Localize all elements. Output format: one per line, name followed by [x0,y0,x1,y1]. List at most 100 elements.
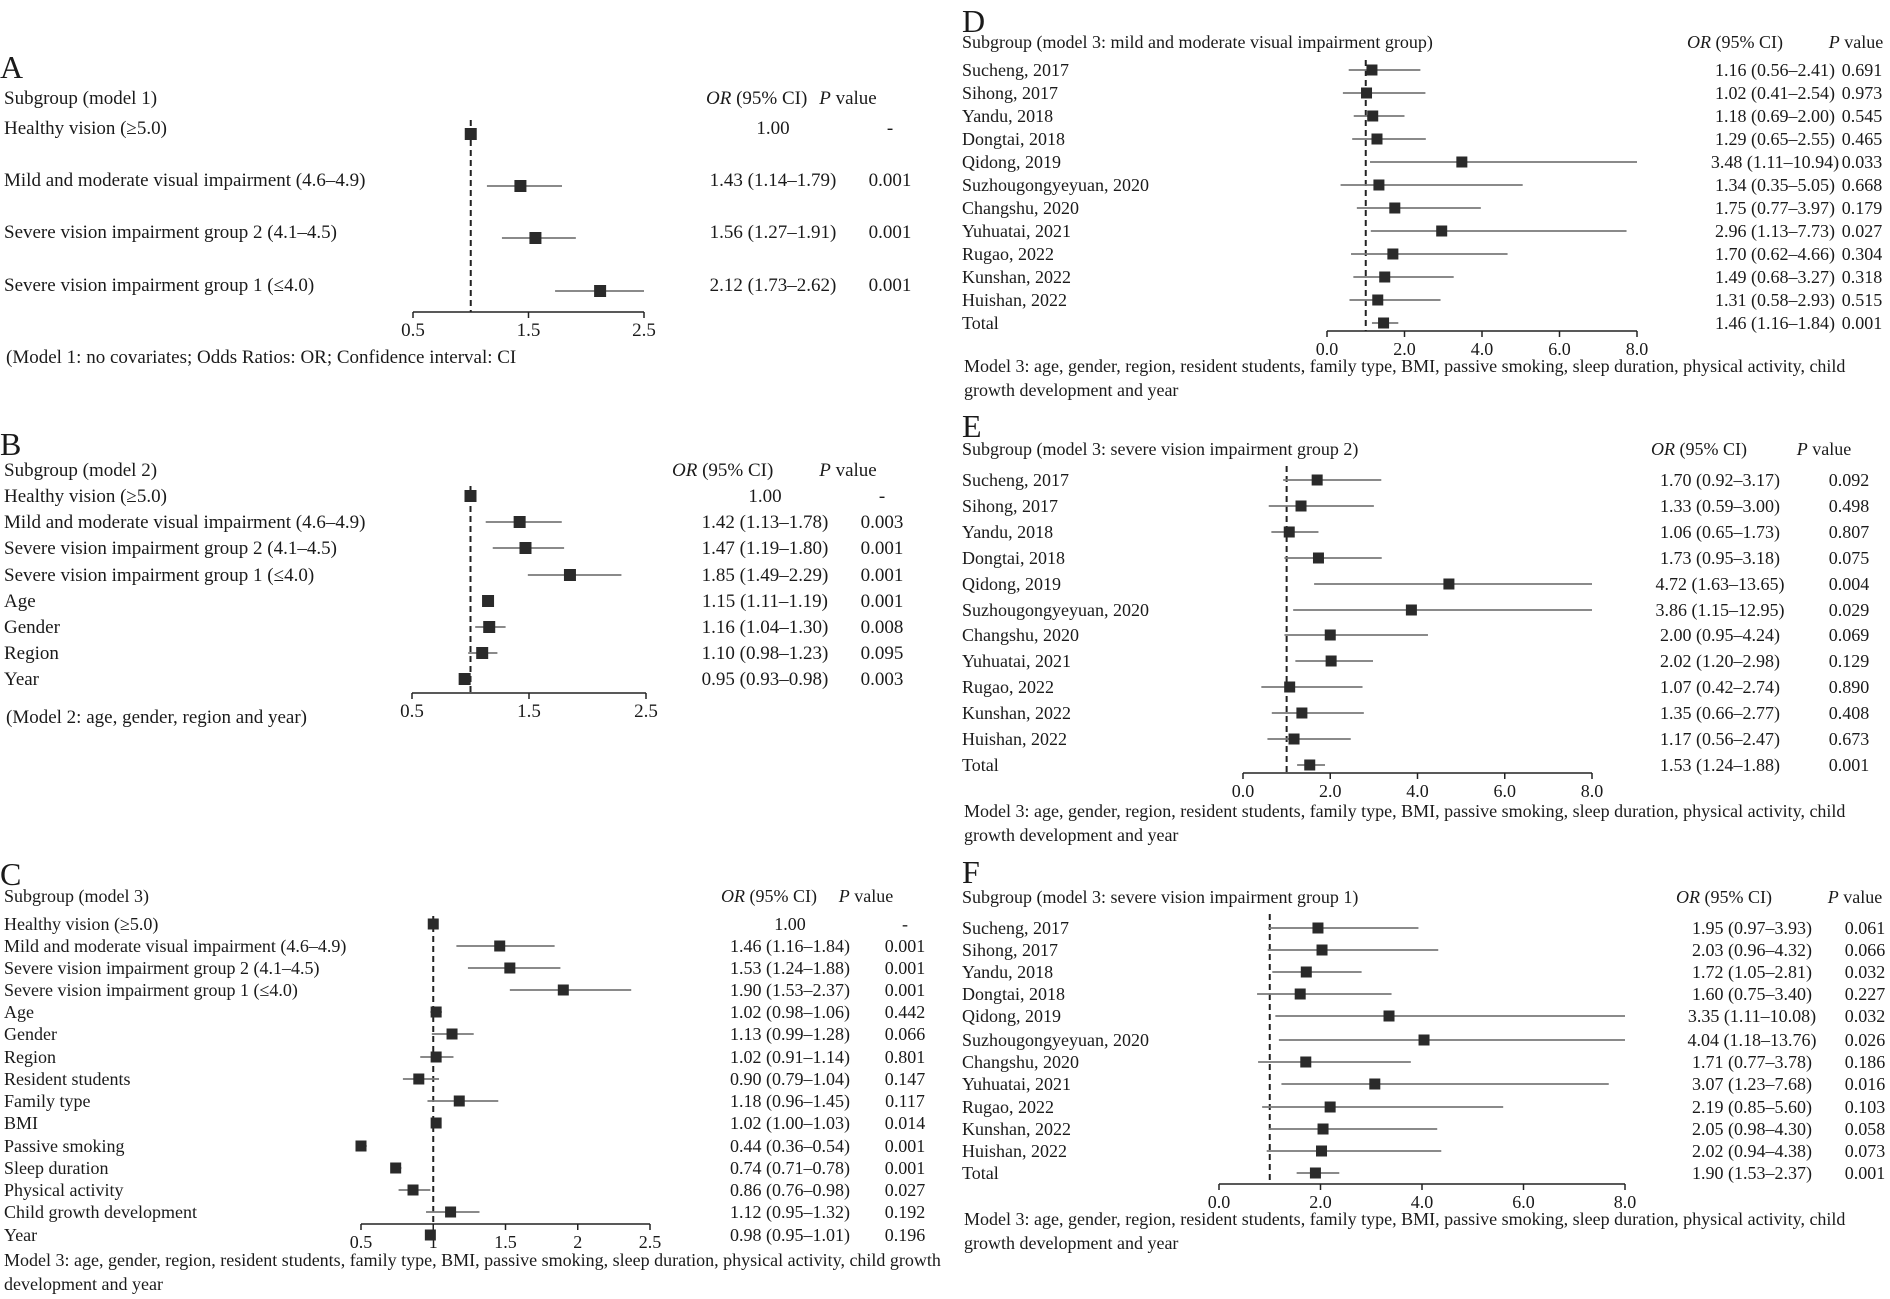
or-value: 1.02 (0.41–2.54) [1715,83,1835,104]
or-value: 3.48 (1.11–10.94) [1711,152,1839,173]
row-label: Kunshan, 2022 [962,703,1071,723]
x-tick-label: 0.5 [350,1232,373,1252]
p-value: 0.807 [1829,522,1870,542]
p-value: 0.691 [1842,60,1883,80]
p-value: 0.001 [885,958,926,978]
or-value: 1.10 (0.98–1.23) [702,643,829,664]
row-label: Dongtai, 2018 [962,548,1065,568]
p-value: 0.003 [861,669,904,690]
p-value: 0.801 [885,1047,926,1067]
row-label: Sihong, 2017 [962,940,1058,960]
row-label: Healthy vision (≥5.0) [4,486,167,507]
or-marker [1311,474,1323,486]
or-marker [1379,271,1391,283]
row-label: Gender [4,1024,57,1044]
p-value: 0.117 [885,1091,925,1111]
or-value: 0.98 (0.95–1.01) [730,1225,850,1246]
p-value: 0.129 [1829,651,1870,671]
x-tick-label: 0.5 [401,320,425,341]
p-value: 0.066 [1845,940,1886,960]
p-value: 0.061 [1845,918,1886,938]
or-header: OR (95% CI) [706,88,807,109]
p-header: P value [818,88,877,109]
x-tick-label: 0.0 [1316,339,1339,359]
or-marker [1309,1167,1321,1179]
or-value: 1.02 (1.00–1.03) [730,1113,850,1134]
row-label: Severe vision impairment group 1 (≤4.0) [4,275,314,296]
or-marker [430,1051,442,1063]
footnote: Model 3: age, gender, region, resident s… [964,1209,1845,1229]
or-header: OR (95% CI) [1676,887,1772,908]
p-value: 0.890 [1829,677,1870,697]
p-value: 0.001 [885,936,926,956]
row-label: Total [962,1163,999,1183]
row-label: Sucheng, 2017 [962,60,1069,80]
or-marker [1389,202,1401,214]
or-value: 0.90 (0.79–1.04) [730,1069,850,1090]
or-header: OR (95% CI) [1651,439,1747,460]
row-label: Healthy vision (≥5.0) [4,118,167,139]
or-marker [563,569,576,581]
or-marker [1316,1145,1328,1157]
or-value: 2.02 (0.94–4.38) [1692,1141,1812,1162]
p-value: 0.003 [861,512,904,533]
footnote: (Model 1: no covariates; Odds Ratios: OR… [6,347,516,368]
x-tick-label: 4.0 [1411,1192,1434,1212]
or-value: 2.96 (1.13–7.73) [1715,221,1835,242]
or-marker [1312,922,1324,934]
footnote: development and year [4,1274,163,1294]
or-header: OR (95% CI) [1687,32,1783,53]
or-value: 3.86 (1.15–12.95) [1656,600,1785,621]
or-marker [529,232,542,244]
or-value: 2.03 (0.96–4.32) [1692,940,1812,961]
or-marker [445,1206,457,1218]
footnote: Model 3: age, gender, region, resident s… [964,356,1845,376]
row-label: Suzhougongyeyuan, 2020 [962,600,1149,620]
or-value: 1.71 (0.77–3.78) [1692,1052,1812,1073]
row-label: Physical activity [4,1180,123,1200]
or-header: OR (95% CI) [721,886,817,907]
row-label: Mild and moderate visual impairment (4.6… [4,936,346,957]
or-marker [458,673,471,685]
or-marker [594,285,607,297]
or-marker [1418,1034,1430,1046]
footnote: (Model 2: age, gender, region and year) [6,707,307,728]
p-value: 0.001 [1842,313,1883,333]
or-marker [1295,500,1307,512]
panel-label: E [962,408,982,444]
row-label: Gender [4,617,61,638]
p-value: - [887,118,893,139]
p-value: 0.026 [1845,1030,1886,1050]
p-value: 0.227 [1845,984,1886,1004]
p-value: 0.179 [1842,198,1883,218]
p-header: P value [1796,439,1851,459]
p-header: P value [1828,32,1883,52]
x-tick-label: 6.0 [1548,339,1571,359]
p-value: 0.032 [1845,962,1886,982]
panel-label: B [0,426,21,462]
row-label: Severe vision impairment group 1 (≤4.0) [4,980,298,1001]
p-value: 0.001 [885,1158,926,1178]
or-marker [453,1095,465,1107]
row-label: Sleep duration [4,1158,108,1178]
or-value: 1.13 (0.99–1.28) [730,1024,850,1045]
p-value: 0.186 [1845,1052,1886,1072]
p-value: 0.001 [861,538,904,559]
or-marker [1373,179,1385,191]
or-value: 1.42 (1.13–1.78) [702,512,829,533]
p-value: 0.001 [885,1136,926,1156]
or-value: 1.18 (0.69–2.00) [1715,106,1835,127]
p-value: - [879,486,885,507]
p-value: 0.029 [1829,600,1870,620]
row-label: Kunshan, 2022 [962,267,1071,287]
p-value: 0.001 [861,591,904,612]
or-value: 0.95 (0.93–0.98) [702,669,829,690]
footnote: growth development and year [964,1233,1178,1253]
row-label: Qidong, 2019 [962,574,1061,594]
x-tick-label: 1.5 [494,1232,517,1252]
row-label: Rugao, 2022 [962,677,1054,697]
or-marker [1312,552,1324,564]
p-value: 0.973 [1842,83,1883,103]
or-value: 1.47 (1.19–1.80) [702,538,829,559]
